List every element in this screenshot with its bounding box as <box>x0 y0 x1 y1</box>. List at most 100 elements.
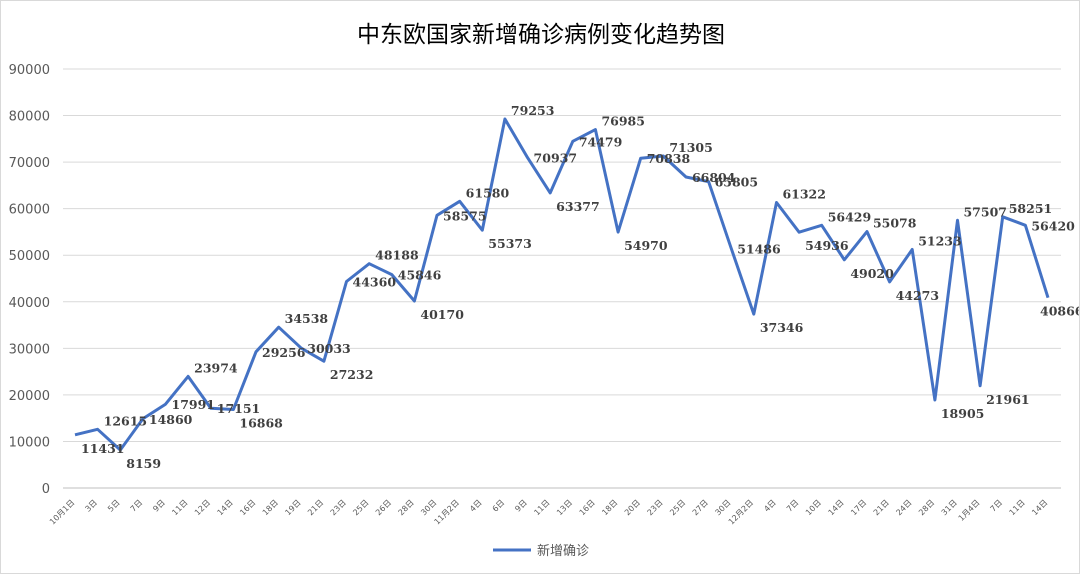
data-label: 55373 <box>488 236 532 251</box>
data-label: 44360 <box>353 274 397 289</box>
x-tick-label: 9日 <box>151 498 167 514</box>
data-label: 57507 <box>963 204 1007 219</box>
x-tick-label: 3日 <box>83 498 99 514</box>
x-tick-label: 18日 <box>261 498 280 517</box>
x-tick-label: 23日 <box>329 498 348 517</box>
data-label: 55078 <box>873 216 917 231</box>
y-tick-label: 40000 <box>9 296 50 311</box>
data-label: 70937 <box>534 151 578 166</box>
x-tick-label: 19日 <box>283 498 302 517</box>
x-tick-label: 13日 <box>555 498 574 517</box>
x-tick-label: 14日 <box>216 498 235 517</box>
x-tick-label: 16日 <box>238 498 257 517</box>
gridlines <box>63 68 1061 489</box>
series-line-new-cases <box>74 117 1050 452</box>
data-label: 76985 <box>601 114 645 129</box>
x-tick-label: 18日 <box>600 498 619 517</box>
x-axis-ticks: 10月1日 3日 5日 7日 9日 11日 12日 14日 16日 18日 19日 21日 23日 25日… <box>48 498 1049 526</box>
data-label: 61580 <box>466 185 510 200</box>
x-tick-label: 17日 <box>849 498 868 517</box>
data-label: 56420 <box>1031 218 1075 233</box>
data-label: 23974 <box>194 360 238 375</box>
x-tick-label: 14日 <box>1030 498 1049 517</box>
data-label: 8159 <box>126 456 161 471</box>
data-label: 12615 <box>104 413 147 428</box>
data-label: 51233 <box>918 233 962 248</box>
chart-title: 中东欧国家新增确诊病例变化趋势图 <box>357 22 725 48</box>
data-label: 56429 <box>828 209 872 224</box>
x-tick-label: 16日 <box>578 498 597 517</box>
data-label: 18905 <box>941 406 985 421</box>
x-tick-label: 5日 <box>106 498 122 514</box>
y-tick-label: 20000 <box>9 389 50 404</box>
x-tick-label: 11日 <box>532 498 551 517</box>
data-label: 70838 <box>647 151 691 166</box>
x-tick-label: 11日 <box>170 498 189 517</box>
x-tick-label: 28日 <box>917 498 936 517</box>
data-label: 49020 <box>850 266 894 281</box>
x-tick-label: 27日 <box>691 498 710 517</box>
x-tick-label: 24日 <box>894 498 913 517</box>
data-label: 40866 <box>1040 304 1080 319</box>
legend: 新增确诊 <box>493 543 589 559</box>
data-label: 71305 <box>669 140 713 155</box>
x-tick-label: 6日 <box>491 498 507 514</box>
data-label: 63377 <box>556 199 600 214</box>
x-tick-label: 25日 <box>351 498 370 517</box>
data-label: 54936 <box>805 238 849 253</box>
data-label: 74479 <box>579 134 623 149</box>
x-tick-label: 25日 <box>668 498 687 517</box>
x-tick-label: 10月1日 <box>48 498 76 526</box>
x-tick-label: 21日 <box>872 498 891 517</box>
data-label: 61322 <box>782 187 826 202</box>
y-tick-label: 50000 <box>9 249 50 264</box>
y-axis-ticks: 0 10000 20000 30000 40000 50000 60000 70000 8000… <box>9 63 50 497</box>
x-tick-label: 4日 <box>468 498 484 514</box>
legend-label: 新增确诊 <box>537 543 589 559</box>
data-label: 66804 <box>692 170 736 185</box>
data-label: 14860 <box>149 412 193 427</box>
y-tick-label: 90000 <box>9 63 50 78</box>
x-tick-label: 21日 <box>306 498 325 517</box>
data-label: 11431 <box>81 441 125 456</box>
x-tick-label: 11日 <box>1008 498 1027 517</box>
data-label: 51486 <box>737 241 781 256</box>
y-tick-label: 60000 <box>9 203 50 218</box>
x-tick-label: 11月2日 <box>433 498 461 526</box>
x-tick-label: 20日 <box>623 498 642 517</box>
y-tick-label: 70000 <box>9 156 50 171</box>
x-tick-label: 23日 <box>646 498 665 517</box>
x-tick-label: 28日 <box>397 498 416 517</box>
x-tick-label: 4日 <box>762 498 778 514</box>
y-tick-label: 30000 <box>9 342 50 357</box>
x-tick-label: 7日 <box>785 498 801 514</box>
data-label: 40170 <box>420 307 464 322</box>
data-label: 45846 <box>398 268 442 283</box>
y-tick-label: 80000 <box>9 110 50 125</box>
x-tick-label: 30日 <box>713 498 732 517</box>
data-label: 58251 <box>1009 201 1052 216</box>
data-label: 79253 <box>511 103 555 118</box>
data-label: 34538 <box>285 311 329 326</box>
x-tick-label: 30日 <box>419 498 438 517</box>
y-tick-label: 10000 <box>9 435 50 450</box>
x-tick-label: 9日 <box>513 498 529 514</box>
data-label: 17151 <box>217 401 261 416</box>
x-tick-label: 7日 <box>129 498 145 514</box>
x-tick-label: 10日 <box>804 498 823 517</box>
data-label: 27232 <box>330 367 374 382</box>
x-tick-label: 14日 <box>827 498 846 517</box>
x-tick-label: 31日 <box>940 498 959 517</box>
data-label: 21961 <box>986 392 1029 407</box>
x-tick-label: 12日 <box>193 498 212 517</box>
data-label: 16868 <box>239 415 283 430</box>
data-label: 58575 <box>443 208 487 223</box>
x-tick-label: 7日 <box>989 498 1005 514</box>
x-tick-label: 26日 <box>374 498 393 517</box>
data-label: 65805 <box>715 175 759 190</box>
data-label: 44273 <box>896 288 940 303</box>
data-label: 54970 <box>624 238 668 253</box>
data-label: 17991 <box>172 397 216 412</box>
